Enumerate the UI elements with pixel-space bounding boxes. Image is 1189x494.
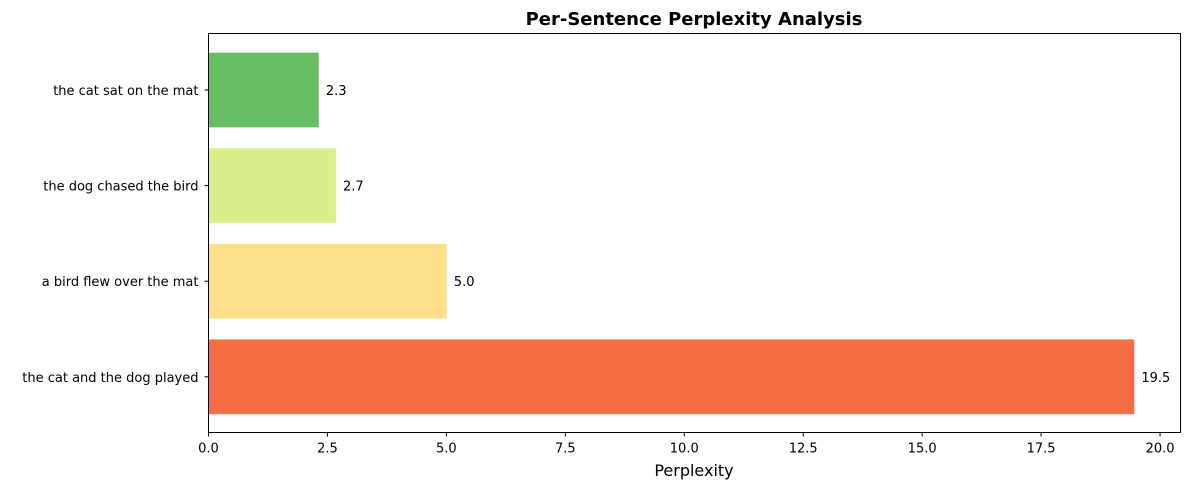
y-tick-label: a bird flew over the mat [42,275,199,290]
plot-frame [208,33,1181,433]
bar [208,52,320,128]
x-tick-label: 10.0 [670,442,699,457]
x-tick-label: 2.5 [317,442,338,457]
chart-title: Per-Sentence Perplexity Analysis [526,9,863,30]
x-tick-label: 20.0 [1146,442,1175,457]
data-label: 19.5 [1141,371,1170,386]
data-label: 5.0 [454,275,475,290]
x-tick-label: 7.5 [555,442,576,457]
bar [208,243,448,320]
data-label: 2.7 [343,180,364,195]
x-tick-label: 15.0 [908,442,937,457]
x-axis-label: Perplexity [654,461,733,480]
data-label: 2.3 [326,84,347,99]
y-tick-label: the cat and the dog played [22,371,198,386]
x-tick-label: 12.5 [789,442,818,457]
bar [208,147,337,224]
y-tick-label: the cat sat on the mat [53,84,198,99]
x-tick-label: 0.0 [198,442,219,457]
x-tick-label: 5.0 [436,442,457,457]
x-tick-label: 17.5 [1027,442,1056,457]
bar [208,338,1135,415]
y-tick-label: the dog chased the bird [43,180,198,195]
